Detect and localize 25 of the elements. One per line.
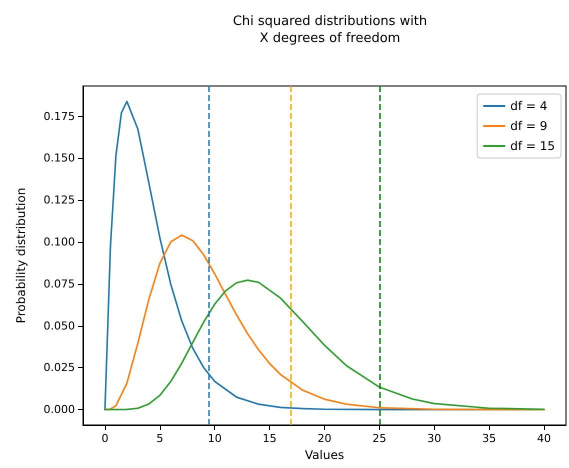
x-axis-title: Values (304, 448, 344, 462)
y-tick-label: 0.025 (44, 361, 75, 374)
y-tick-label: 0.100 (44, 236, 75, 249)
x-tick-label: 20 (318, 432, 332, 445)
line-series (104, 234, 545, 410)
chart-title: Chi squared distributions with X degrees of freedom (232, 14, 428, 46)
x-tick-label: 35 (482, 432, 496, 445)
y-tick-label: 0.075 (44, 277, 75, 290)
y-tick-label: 0.150 (44, 152, 75, 165)
x-tick-label: 15 (262, 432, 277, 445)
y-axis-title: Probability distribution (14, 188, 28, 324)
legend-label: df = 15 (510, 139, 555, 153)
x-tick-label: 5 (156, 432, 164, 445)
y-tick-label: 0.000 (44, 403, 75, 416)
line-series (104, 279, 545, 410)
x-tick-label: 10 (208, 432, 222, 445)
y-tick-label: 0.175 (44, 110, 75, 123)
legend-label: df = 9 (510, 119, 548, 133)
x-tick-label: 30 (427, 432, 442, 445)
x-tick-label: 40 (537, 432, 552, 445)
x-tick-label: 0 (101, 432, 108, 445)
x-tick-label: 25 (372, 432, 386, 445)
y-tick-label: 0.050 (44, 319, 75, 332)
legend-label: df = 4 (510, 99, 548, 113)
y-tick-label: 0.125 (44, 194, 75, 207)
